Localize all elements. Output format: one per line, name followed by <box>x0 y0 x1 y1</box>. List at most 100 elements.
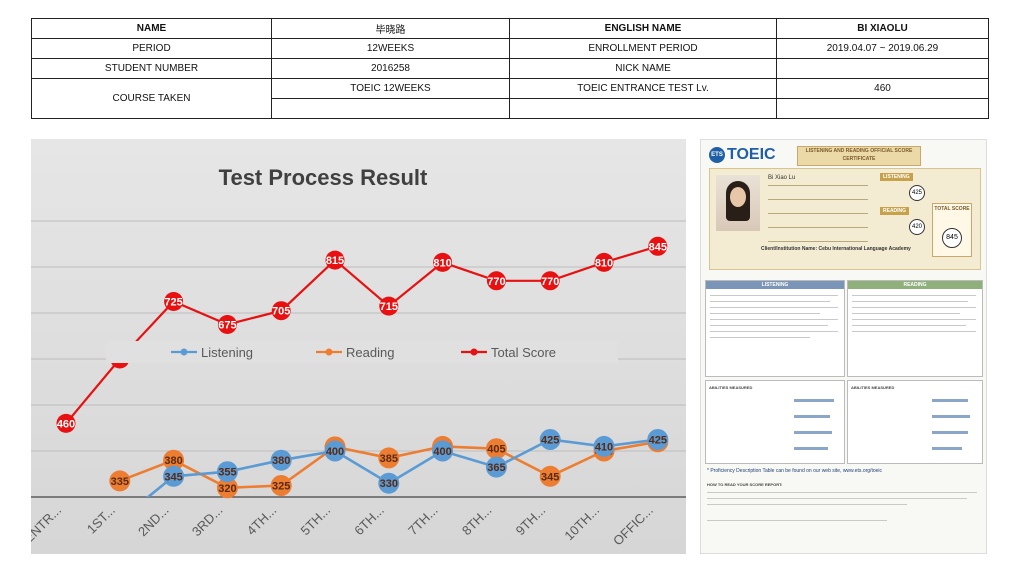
student-number-label: STUDENT NUMBER <box>31 58 272 79</box>
reading-abilities-panel: ABILITIES MEASURED <box>847 380 983 464</box>
legend-total-score-marker <box>470 348 478 356</box>
abilities-label: ABILITIES MEASURED <box>851 385 895 390</box>
listening-data-label: 400 <box>326 446 344 458</box>
total-score-data-label: 845 <box>649 241 667 253</box>
nick-name-label: NICK NAME <box>509 58 777 79</box>
english-name-value: BI XIAOLU <box>776 18 989 39</box>
total-score-point <box>325 250 345 270</box>
reading-panel: READING <box>847 280 983 377</box>
legend-listening-marker <box>180 348 188 356</box>
x-tick-label: 5TH... <box>297 503 333 539</box>
abilities-label: ABILITIES MEASURED <box>709 385 753 390</box>
reading-panel-header: READING <box>848 281 982 289</box>
course-taken-value: TOEIC 12WEEKS <box>271 78 510 99</box>
listening-data-label: 355 <box>218 467 236 479</box>
toeic-logo-text: TOEIC <box>727 146 776 163</box>
listening-data-label: 425 <box>649 435 667 447</box>
listening-point <box>216 461 238 483</box>
table-row: NAME 毕晓路 ENGLISH NAME BI XIAOLU <box>31 18 989 39</box>
reading-point <box>485 438 507 460</box>
table-row: COURSE TAKEN TOEIC 12WEEKS TOEIC ENTRANC… <box>31 78 989 119</box>
listening-point <box>647 429 669 450</box>
table-row: STUDENT NUMBER 2016258 NICK NAME <box>31 58 989 79</box>
listening-point <box>539 429 561 450</box>
empty-cell <box>776 98 989 119</box>
total-score-data-label: 705 <box>272 306 290 318</box>
total-score-data-label: 770 <box>487 276 505 288</box>
total-score-point <box>540 271 560 291</box>
table-row <box>32 98 989 119</box>
reading-point <box>539 465 561 487</box>
total-score-data-label: 460 <box>57 418 75 430</box>
reading-tag: READING <box>880 207 910 215</box>
how-to-read-label: HOW TO READ YOUR SCORE REPORT: <box>707 482 783 487</box>
student-info-table: NAME 毕晓路 ENGLISH NAME BI XIAOLU PERIOD 1… <box>31 18 989 119</box>
chart-title: Test Process Result <box>219 165 428 190</box>
x-tick-label: 10TH... <box>561 503 602 544</box>
total-score-data-label: 770 <box>541 276 559 288</box>
name-value: 毕晓路 <box>271 18 510 39</box>
listening-data-label: 365 <box>487 462 505 474</box>
listening-data-label: 345 <box>164 471 182 483</box>
x-tick-label: OFFIC... <box>610 503 656 549</box>
total-score-data-label: 810 <box>433 257 451 269</box>
x-tick-label: 9TH... <box>513 503 549 539</box>
total-score-point <box>379 296 399 316</box>
listening-score: 425 <box>909 185 925 201</box>
listening-abilities-panel: ABILITIES MEASURED <box>705 380 845 464</box>
x-tick-label: 8TH... <box>459 503 495 539</box>
listening-tag: LISTENING <box>880 173 913 181</box>
reading-score: 420 <box>909 219 925 235</box>
listening-point <box>324 440 346 462</box>
listening-data-label: 425 <box>541 435 559 447</box>
total-score-point <box>594 252 614 272</box>
listening-point <box>270 449 292 471</box>
listening-data-label: 410 <box>595 441 613 453</box>
reading-data-label: 320 <box>218 483 236 495</box>
listening-point <box>485 456 507 478</box>
name-label: NAME <box>31 18 272 39</box>
entrance-test-label: TOEIC ENTRANCE TEST Lv. <box>509 78 777 99</box>
total-score-point <box>486 271 506 291</box>
certificate-banner: LISTENING AND READING OFFICIAL SCORE CER… <box>797 146 921 166</box>
total-score-point <box>56 413 76 433</box>
x-tick-label: 6TH... <box>351 503 387 539</box>
certificate-name: Bi Xiao Lu <box>768 175 796 181</box>
reading-data-label: 335 <box>111 476 129 488</box>
reading-data-label: 345 <box>541 471 559 483</box>
course-taken-label: COURSE TAKEN <box>31 78 272 119</box>
ets-badge: ETS <box>709 146 725 163</box>
period-value: 12WEEKS <box>271 38 510 59</box>
x-tick-label: 7TH... <box>405 503 441 539</box>
english-name-label: ENGLISH NAME <box>509 18 777 39</box>
certificate-body: Bi Xiao Lu LISTENING 425 READING 420 TOT… <box>709 168 981 270</box>
listening-point <box>432 440 454 462</box>
listening-data-label: 400 <box>433 446 451 458</box>
reading-point <box>378 447 400 469</box>
total-score-point <box>648 236 668 256</box>
empty-cell <box>509 98 777 119</box>
total-score: 845 <box>942 228 962 248</box>
total-score-point <box>271 301 291 321</box>
chart-svg: Test Process Result ENTR... 1ST... 2ND... 3R… <box>31 165 686 549</box>
enrollment-period-value: 2019.04.07 ~ 2019.06.29 <box>776 38 989 59</box>
legend-total-score-label: Total Score <box>491 345 556 360</box>
total-score-label: TOTAL SCORE <box>934 206 970 212</box>
legend-listening-label: Listening <box>201 345 253 360</box>
legend-reading-label: Reading <box>346 345 394 360</box>
x-tick-label: 2ND... <box>135 503 172 540</box>
reading-data-label: 405 <box>487 444 505 456</box>
total-score-box: TOTAL SCORE 845 <box>932 203 972 257</box>
reading-point <box>270 475 292 496</box>
institution-name: Client/Institution Name: Cebu Internatio… <box>761 246 911 252</box>
x-tick-label: 3RD... <box>189 503 226 540</box>
listening-data-label: 380 <box>272 455 290 467</box>
enrollment-period-label: ENROLLMENT PERIOD <box>509 38 777 59</box>
reading-point <box>163 449 185 471</box>
reading-point <box>109 470 131 492</box>
total-score-data-label: 810 <box>595 257 613 269</box>
toeic-logo: ETS TOEIC <box>709 146 776 164</box>
total-score-data-label: 815 <box>326 255 344 267</box>
total-score-data-label: 725 <box>164 297 182 309</box>
listening-panel-header: LISTENING <box>706 281 844 289</box>
